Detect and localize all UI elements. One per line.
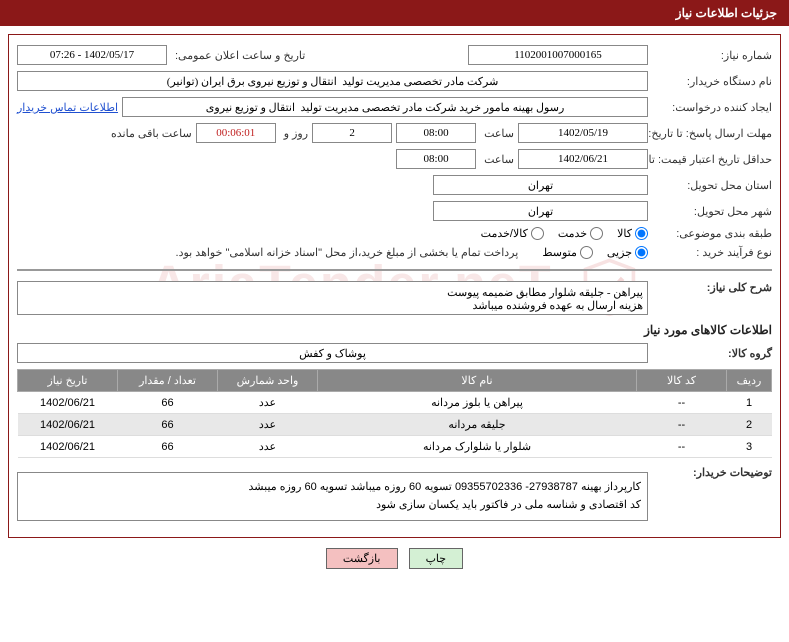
th-qty: تعداد / مقدار — [118, 370, 218, 392]
table-row: 3--شلوار یا شلوارک مردانهعدد661402/06/21 — [18, 436, 772, 458]
proc-small-option[interactable]: جزیی — [607, 246, 648, 259]
goods-info-title: اطلاعات کالاهای مورد نیاز — [17, 323, 772, 337]
divider — [17, 269, 772, 271]
print-button[interactable]: چاپ — [409, 548, 464, 569]
city-field[interactable] — [433, 201, 648, 221]
cat-service-radio[interactable] — [590, 227, 603, 240]
buyer-contact-link[interactable]: اطلاعات تماس خریدار — [17, 101, 118, 114]
items-table: ردیف کد کالا نام کالا واحد شمارش تعداد /… — [17, 369, 772, 458]
table-cell: عدد — [218, 392, 318, 414]
days-field[interactable] — [312, 123, 392, 143]
proc-medium-option[interactable]: متوسط — [542, 246, 593, 259]
table-cell: 1 — [727, 392, 772, 414]
table-cell: 66 — [118, 392, 218, 414]
proc-medium-radio[interactable] — [580, 246, 593, 259]
cat-goods-option[interactable]: کالا — [617, 227, 648, 240]
th-row: ردیف — [727, 370, 772, 392]
buyer-notes-label: توضیحات خریدار: — [652, 466, 772, 479]
announce-field[interactable] — [17, 45, 167, 65]
summary-label: شرح کلی نیاز: — [652, 281, 772, 294]
table-cell: 66 — [118, 414, 218, 436]
valid-time-field[interactable] — [396, 149, 476, 169]
summary-field[interactable]: پیراهن - جلیقه شلوار مطابق ضمیمه پیوست ه… — [17, 281, 648, 315]
days-suffix: روز و — [280, 127, 308, 140]
th-name: نام کالا — [318, 370, 637, 392]
need-no-field[interactable] — [468, 45, 648, 65]
time-label-1: ساعت — [480, 127, 514, 140]
cat-service-option[interactable]: خدمت — [558, 227, 603, 240]
table-cell: 2 — [727, 414, 772, 436]
province-label: استان محل تحویل: — [652, 179, 772, 192]
buyer-org-label: نام دستگاه خریدار: — [652, 75, 772, 88]
group-field[interactable] — [17, 343, 648, 363]
reply-deadline-label: مهلت ارسال پاسخ: تا تاریخ: — [652, 127, 772, 140]
table-cell: عدد — [218, 414, 318, 436]
table-cell: پیراهن یا بلوز مردانه — [318, 392, 637, 414]
time-label-2: ساعت — [480, 153, 514, 166]
valid-label: حداقل تاریخ اعتبار قیمت: تا تاریخ: — [652, 153, 772, 166]
table-cell: 1402/06/21 — [18, 436, 118, 458]
buyer-org-field[interactable] — [17, 71, 648, 91]
need-no-label: شماره نیاز: — [652, 49, 772, 62]
process-label: نوع فرآیند خرید : — [652, 246, 772, 259]
cat-both-radio[interactable] — [531, 227, 544, 240]
valid-date-field[interactable] — [518, 149, 648, 169]
table-cell: -- — [637, 414, 727, 436]
category-label: طبقه بندی موضوعی: — [652, 227, 772, 240]
buyer-notes-box: کارپرداز بهینه 27938787- 09355702336 تسو… — [17, 472, 648, 521]
table-cell: شلوار یا شلوارک مردانه — [318, 436, 637, 458]
table-cell: عدد — [218, 436, 318, 458]
panel-header: جزئیات اطلاعات نیاز — [0, 0, 789, 26]
table-cell: 1402/06/21 — [18, 414, 118, 436]
countdown-field — [196, 123, 276, 143]
table-cell: 3 — [727, 436, 772, 458]
proc-small-radio[interactable] — [635, 246, 648, 259]
th-unit: واحد شمارش — [218, 370, 318, 392]
th-date: تاریخ نیاز — [18, 370, 118, 392]
table-cell: -- — [637, 436, 727, 458]
content-frame: AriaTender.neT شماره نیاز: تاریخ و ساعت … — [8, 34, 781, 538]
table-row: 1--پیراهن یا بلوز مردانهعدد661402/06/21 — [18, 392, 772, 414]
city-label: شهر محل تحویل: — [652, 205, 772, 218]
table-cell: جلیقه مردانه — [318, 414, 637, 436]
reply-time-field[interactable] — [396, 123, 476, 143]
payment-note: پرداخت تمام یا بخشی از مبلغ خرید،از محل … — [176, 246, 519, 259]
back-button[interactable]: بازگشت — [326, 548, 398, 569]
table-row: 2--جلیقه مردانهعدد661402/06/21 — [18, 414, 772, 436]
th-code: کد کالا — [637, 370, 727, 392]
province-field[interactable] — [433, 175, 648, 195]
announce-label: تاریخ و ساعت اعلان عمومی: — [171, 49, 305, 62]
group-label: گروه کالا: — [652, 347, 772, 360]
table-cell: 1402/06/21 — [18, 392, 118, 414]
requester-label: ایجاد کننده درخواست: — [652, 101, 772, 114]
table-cell: 66 — [118, 436, 218, 458]
table-cell: -- — [637, 392, 727, 414]
remain-suffix: ساعت باقی مانده — [107, 127, 192, 140]
reply-date-field[interactable] — [518, 123, 648, 143]
requester-field[interactable] — [122, 97, 648, 117]
cat-goods-radio[interactable] — [635, 227, 648, 240]
cat-both-option[interactable]: کالا/خدمت — [481, 227, 544, 240]
